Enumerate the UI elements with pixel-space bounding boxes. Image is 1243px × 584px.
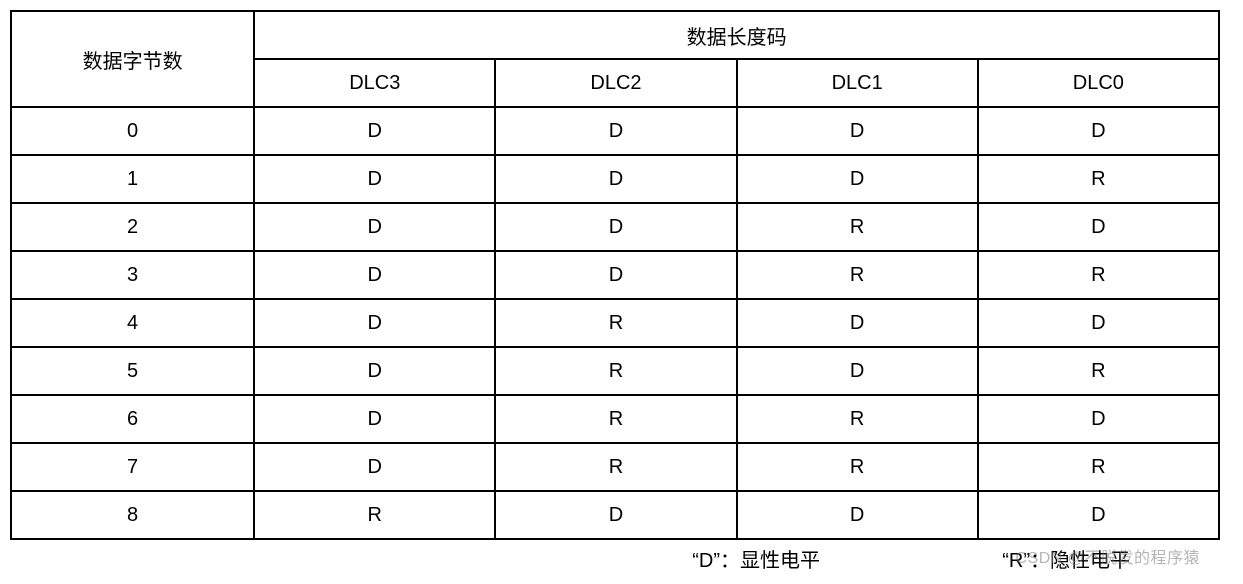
cell-bytes: 7 — [11, 443, 254, 491]
cell-dlc: D — [737, 491, 978, 539]
cell-bytes: 2 — [11, 203, 254, 251]
cell-dlc: R — [495, 443, 736, 491]
cell-dlc: R — [495, 299, 736, 347]
cell-bytes: 4 — [11, 299, 254, 347]
header-col-dlc3: DLC3 — [254, 59, 495, 107]
cell-dlc: D — [737, 155, 978, 203]
cell-dlc: D — [978, 491, 1219, 539]
cell-dlc: D — [254, 395, 495, 443]
table-row: 6DRRD — [11, 395, 1219, 443]
header-col-dlc0: DLC0 — [978, 59, 1219, 107]
header-col-dlc2: DLC2 — [495, 59, 736, 107]
cell-dlc: R — [737, 395, 978, 443]
table-row: 8RDDD — [11, 491, 1219, 539]
cell-dlc: D — [254, 251, 495, 299]
cell-dlc: D — [495, 491, 736, 539]
cell-dlc: R — [978, 155, 1219, 203]
cell-bytes: 6 — [11, 395, 254, 443]
cell-bytes: 1 — [11, 155, 254, 203]
cell-dlc: D — [495, 155, 736, 203]
cell-dlc: R — [978, 347, 1219, 395]
cell-bytes: 5 — [11, 347, 254, 395]
cell-dlc: D — [254, 107, 495, 155]
cell-dlc: R — [495, 395, 736, 443]
cell-dlc: D — [978, 203, 1219, 251]
table-body: 0DDDD1DDDR2DDRD3DDRR4DRDD5DRDR6DRRD7DRRR… — [11, 107, 1219, 539]
cell-dlc: D — [737, 347, 978, 395]
cell-dlc: R — [737, 443, 978, 491]
table-row: 0DDDD — [11, 107, 1219, 155]
cell-dlc: R — [737, 203, 978, 251]
header-group: 数据长度码 — [254, 11, 1219, 59]
cell-bytes: 3 — [11, 251, 254, 299]
cell-dlc: D — [737, 299, 978, 347]
cell-bytes: 8 — [11, 491, 254, 539]
cell-dlc: D — [254, 203, 495, 251]
footer: “D”：显性电平 “R”：隐性电平 CSDN @不脱发的程序猿 — [10, 544, 1220, 574]
table-row: 4DRDD — [11, 299, 1219, 347]
table-row: 2DDRD — [11, 203, 1219, 251]
legend-r: “R”：隐性电平 — [1002, 544, 1130, 573]
cell-dlc: D — [254, 443, 495, 491]
header-bytes: 数据字节数 — [11, 11, 254, 107]
cell-dlc: D — [495, 203, 736, 251]
table-row: 5DRDR — [11, 347, 1219, 395]
cell-dlc: D — [978, 395, 1219, 443]
legend-d: “D”：显性电平 — [692, 544, 820, 573]
table-row: 1DDDR — [11, 155, 1219, 203]
cell-dlc: R — [978, 251, 1219, 299]
cell-dlc: D — [737, 107, 978, 155]
cell-dlc: D — [254, 299, 495, 347]
cell-dlc: D — [978, 299, 1219, 347]
cell-dlc: D — [978, 107, 1219, 155]
dlc-table: 数据字节数 数据长度码 DLC3 DLC2 DLC1 DLC0 0DDDD1DD… — [10, 10, 1220, 540]
cell-dlc: R — [254, 491, 495, 539]
cell-dlc: R — [978, 443, 1219, 491]
cell-dlc: D — [254, 347, 495, 395]
cell-bytes: 0 — [11, 107, 254, 155]
cell-dlc: D — [254, 155, 495, 203]
header-col-dlc1: DLC1 — [737, 59, 978, 107]
cell-dlc: R — [737, 251, 978, 299]
table-row: 7DRRR — [11, 443, 1219, 491]
cell-dlc: R — [495, 347, 736, 395]
table-row: 3DDRR — [11, 251, 1219, 299]
cell-dlc: D — [495, 107, 736, 155]
cell-dlc: D — [495, 251, 736, 299]
